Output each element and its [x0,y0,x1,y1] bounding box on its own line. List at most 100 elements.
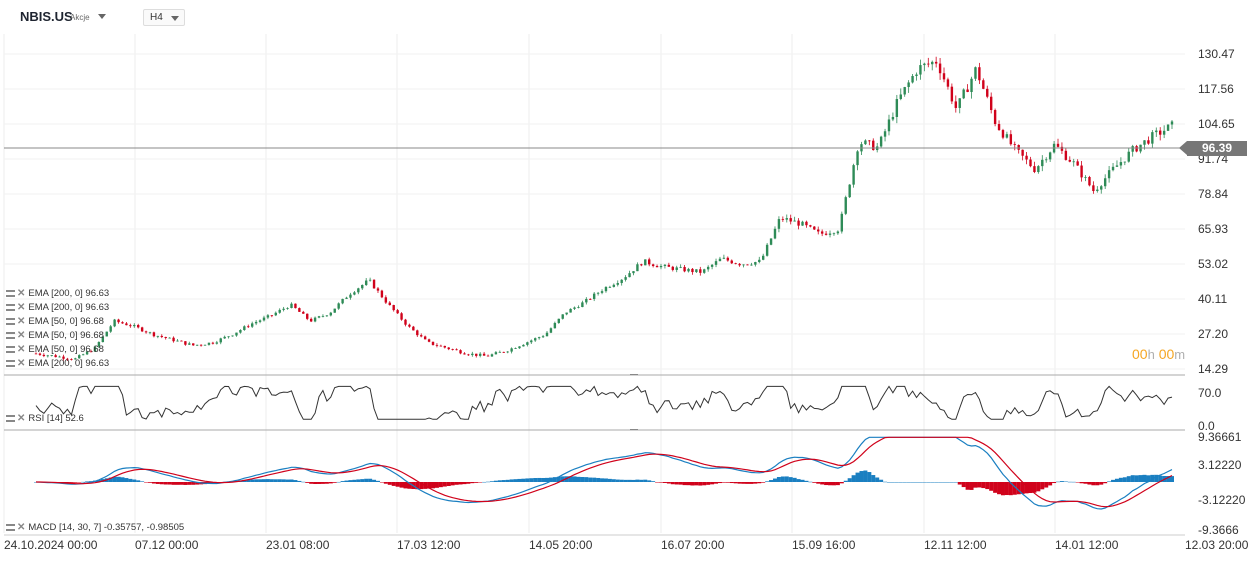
macd-histogram-bar [383,482,388,484]
macd-histogram-bar [662,482,667,483]
settings-icon[interactable] [6,414,15,422]
close-icon[interactable]: ✕ [17,358,26,369]
candle-body [667,264,671,267]
candle-body [703,269,706,273]
indicator-row[interactable]: ✕ EMA [200, 0] 96.63 [6,288,109,299]
macd-histogram-bar [529,478,534,482]
macd-histogram-bar [1024,482,1029,494]
candle-body [333,308,336,313]
candle-body [824,233,828,235]
macd-histogram-bar [592,477,597,482]
rsi-indicator-row[interactable]: ✕ RSI [14] 52.6 [6,413,84,424]
close-icon[interactable]: ✕ [17,288,26,299]
candle-body [809,225,812,227]
candle-body [262,317,266,321]
candle-body [1143,140,1146,145]
macd-histogram-bar [902,482,907,483]
settings-icon[interactable] [6,523,15,531]
candle-body [1068,159,1071,162]
close-icon[interactable]: ✕ [17,330,26,341]
close-icon[interactable]: ✕ [17,316,26,327]
macd-histogram-bar [945,482,950,483]
candle-body [1041,159,1044,167]
settings-icon[interactable] [6,359,15,367]
macd-histogram-bar [678,482,683,485]
candle-body [294,303,297,309]
symbol-name[interactable]: NBIS.US [20,9,73,24]
macd-indicator-row[interactable]: ✕ MACD [14, 30, 7] -0.35757, -0.98505 [6,522,184,533]
macd-histogram-bar [1134,475,1139,482]
macd-histogram-bar [714,482,719,484]
close-icon[interactable]: ✕ [17,302,26,313]
macd-histogram-bar [391,482,396,486]
indicator-row[interactable]: ✕ EMA [200, 0] 96.63 [6,302,109,313]
macd-histogram-bar [258,479,263,482]
candle-body [349,294,352,298]
candle-body [820,231,824,234]
candle-body [883,131,887,137]
candle-body [1170,121,1174,125]
macd-histogram-bar [910,482,915,483]
close-icon[interactable]: ✕ [17,413,26,424]
macd-histogram-bar [387,482,392,485]
macd-histogram-bar [69,482,74,483]
timer-hours-unit: h [1147,347,1155,362]
settings-icon[interactable] [6,289,15,297]
macd-histogram-bar [1118,477,1123,482]
macd-histogram-bar [1130,475,1135,482]
close-icon[interactable]: ✕ [17,344,26,355]
candle-body [726,257,730,261]
macd-histogram-bar [863,470,868,482]
indicator-row[interactable]: ✕ EMA [50, 0] 96.68 [6,344,104,355]
candle-body [989,96,993,111]
candle-body [844,197,847,214]
settings-icon[interactable] [6,345,15,353]
indicator-row[interactable]: ✕ EMA [50, 0] 96.68 [6,330,104,341]
close-icon[interactable]: ✕ [17,522,26,533]
candle-body [117,319,120,323]
settings-icon[interactable] [6,303,15,311]
macd-histogram-bar [682,482,687,486]
macd-histogram-bar [309,482,314,484]
candle-body [581,302,584,308]
macd-histogram-bar [812,482,817,483]
rsi-resize-handle[interactable] [630,374,638,375]
candle-body [490,354,494,357]
macd-histogram-bar [1126,476,1131,482]
candle-body [789,218,792,222]
candle-body [1013,144,1016,146]
macd-histogram-bar [1059,481,1064,482]
macd-histogram-bar [1071,481,1076,483]
settings-icon[interactable] [6,331,15,339]
settings-icon[interactable] [6,317,15,325]
candle-body [754,262,757,265]
candle-body [663,264,667,266]
macd-histogram-bar [934,482,939,483]
macd-histogram-bar [1000,482,1005,496]
symbol-dropdown-icon[interactable] [98,14,106,19]
candle-body [797,220,800,226]
indicator-row[interactable]: ✕ EMA [200, 0] 96.63 [6,358,109,369]
macd-histogram-bar [1048,482,1053,486]
timeframe-select[interactable]: H4 [143,9,185,26]
candle-body [152,332,156,337]
indicator-row[interactable]: ✕ EMA [50, 0] 96.68 [6,316,104,327]
macd-histogram-bar [875,477,880,482]
candle-body [46,355,49,357]
macd-histogram-bar [442,482,447,487]
macd-histogram-bar [348,480,353,482]
candle-body [384,297,388,303]
candle-body [773,228,777,239]
candle-body [274,312,277,316]
macd-histogram-bar [458,482,463,485]
price-tick-label: 14.29 [1198,362,1228,376]
macd-histogram-bar [273,479,278,482]
macd-histogram-bar [867,472,872,482]
macd-resize-handle[interactable] [630,429,638,430]
macd-histogram-bar [533,478,538,482]
macd-histogram-bar [886,482,891,483]
macd-histogram-bar [890,482,895,483]
candle-body [1033,166,1036,173]
macd-histogram-bar [643,479,648,482]
